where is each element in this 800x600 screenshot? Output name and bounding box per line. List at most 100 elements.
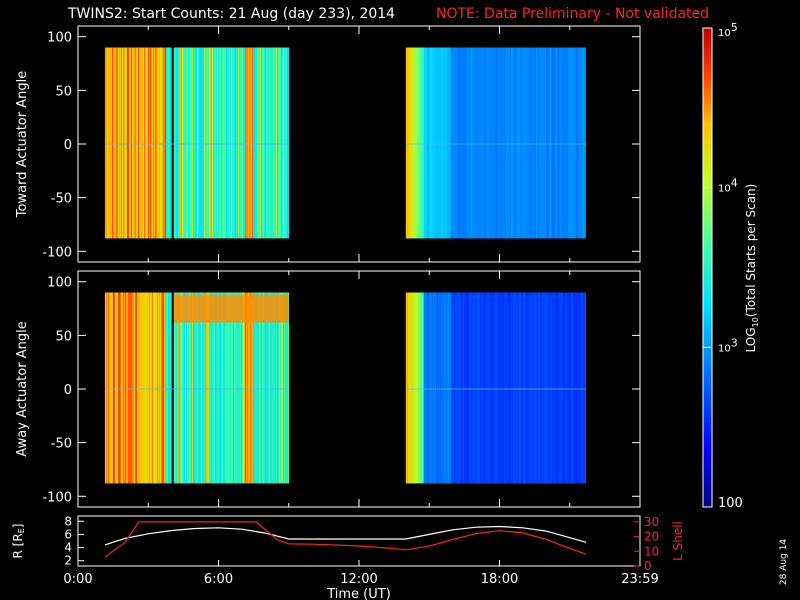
heat-column <box>491 292 493 484</box>
heat-column <box>206 47 209 239</box>
heat-column <box>556 47 558 239</box>
heat-column <box>260 47 263 239</box>
heat-column <box>150 292 153 484</box>
heat-column <box>554 47 556 239</box>
heat-column <box>547 292 549 484</box>
heat-column <box>266 292 269 484</box>
heat-column <box>583 47 585 239</box>
heat-column <box>553 292 555 484</box>
heat-column <box>166 292 169 484</box>
heat-column <box>499 47 501 239</box>
heat-column <box>526 47 528 239</box>
heat-column <box>443 47 445 239</box>
heat-column <box>162 292 165 484</box>
heat-column <box>530 47 532 239</box>
heat-column <box>157 292 160 484</box>
heat-column <box>472 292 474 484</box>
heat-column <box>194 292 197 484</box>
heat-column <box>406 292 408 484</box>
heat-column <box>124 292 127 484</box>
heat-column <box>153 47 156 239</box>
heat-column <box>136 47 139 239</box>
heat-column <box>466 292 468 484</box>
heat-column <box>573 47 575 239</box>
heat-column <box>430 292 432 484</box>
heat-column <box>406 47 408 239</box>
heat-column <box>477 47 479 239</box>
heat-column <box>477 292 479 484</box>
heat-column <box>518 292 520 484</box>
heat-column <box>276 292 279 484</box>
heat-column <box>437 292 439 484</box>
heat-column <box>116 292 119 484</box>
heat-column <box>121 292 124 484</box>
heat-column <box>405 47 407 239</box>
heat-column <box>156 47 159 239</box>
y-tick-label: 0 <box>64 138 72 153</box>
heat-column <box>108 47 111 239</box>
heat-column <box>505 47 507 239</box>
heat-column <box>538 47 540 239</box>
heat-column <box>268 47 271 239</box>
heat-column <box>144 47 147 239</box>
orbit-ylabel-right: L Shell <box>671 521 685 561</box>
heat-column <box>576 47 578 239</box>
heat-column <box>532 47 534 239</box>
heat-column <box>503 47 505 239</box>
x-tick-label: 18:00 <box>481 572 518 587</box>
colorbar-tick-label: 100 <box>718 496 743 511</box>
heat-column <box>429 292 431 484</box>
heat-column <box>442 292 444 484</box>
heat-column <box>449 47 451 239</box>
heat-column <box>493 292 495 484</box>
heat-column <box>479 292 481 484</box>
heat-column <box>177 47 180 239</box>
heat-column <box>287 47 290 239</box>
heat-column <box>446 47 448 239</box>
heat-column <box>193 47 196 239</box>
heat-column <box>104 47 107 239</box>
heat-column <box>220 47 223 239</box>
heat-column <box>514 292 516 484</box>
heat-column <box>531 292 533 484</box>
lshell-tick-label: 0 <box>644 559 652 573</box>
heat-column <box>520 47 522 239</box>
heat-column <box>455 292 457 484</box>
heat-column <box>200 292 203 484</box>
heat-column <box>579 47 581 239</box>
heat-column <box>183 47 186 239</box>
heat-column <box>470 292 472 484</box>
heat-column <box>105 292 108 484</box>
heat-column <box>243 292 246 484</box>
heat-column <box>433 47 435 239</box>
toward-y-axis: 100 50 0 -50 -100 <box>42 26 641 262</box>
heat-column <box>106 292 109 484</box>
heat-column <box>182 47 185 239</box>
heat-column <box>444 292 446 484</box>
heat-column <box>438 292 440 484</box>
heat-column <box>284 47 287 239</box>
heat-column <box>255 292 258 484</box>
heat-column <box>569 47 571 239</box>
heat-column <box>491 47 493 239</box>
heat-column <box>148 47 151 239</box>
heat-column <box>264 47 267 239</box>
heat-column <box>109 47 112 239</box>
heat-column <box>456 292 458 484</box>
heat-column <box>218 292 221 484</box>
heat-column <box>174 47 177 239</box>
chart-title: TWINS2: Start Counts: 21 Aug (day 233), … <box>68 6 396 22</box>
heat-column <box>194 47 197 239</box>
heat-column <box>552 292 554 484</box>
heat-column <box>549 47 551 239</box>
heat-column <box>230 292 233 484</box>
heat-column <box>483 47 485 239</box>
heat-column <box>484 292 486 484</box>
heat-column <box>548 292 550 484</box>
heat-column <box>135 47 138 239</box>
heat-column <box>543 292 545 484</box>
heat-column <box>207 47 210 239</box>
heat-column <box>144 292 147 484</box>
heat-column <box>253 47 256 239</box>
heat-column <box>265 47 268 239</box>
